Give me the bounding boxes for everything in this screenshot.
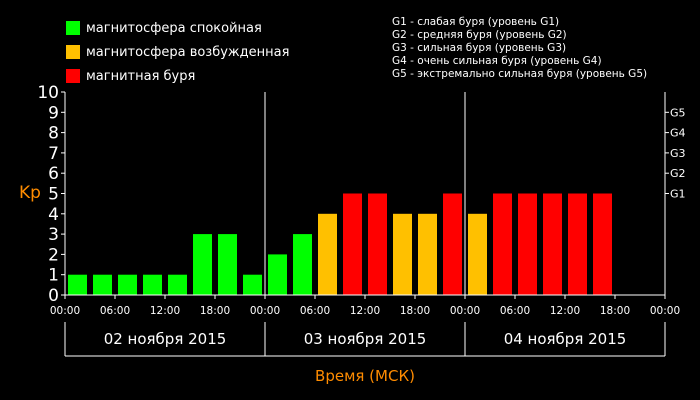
date-label: 03 ноября 2015 — [304, 330, 427, 348]
y-tick-label: 8 — [48, 124, 59, 144]
kp-bar — [368, 193, 387, 295]
g-tick-label: G5 — [670, 106, 686, 119]
x-tick-label: 18:00 — [200, 305, 230, 317]
y-tick-label: 6 — [48, 164, 59, 184]
x-tick-label: 00:00 — [250, 305, 280, 317]
kp-bar — [293, 234, 312, 295]
y-tick-label: 5 — [48, 185, 59, 205]
kp-bar — [93, 274, 112, 295]
x-tick-label: 12:00 — [550, 305, 580, 317]
x-tick-label: 12:00 — [150, 305, 180, 317]
kp-bar — [193, 234, 212, 295]
x-tick-label: 06:00 — [300, 305, 330, 317]
kp-bar — [518, 193, 537, 295]
kp-bar — [268, 254, 287, 295]
x-tick-label: 00:00 — [50, 305, 80, 317]
legend-label-active: магнитосфера возбужденная — [86, 44, 290, 60]
y-axis-title: Kp — [19, 183, 41, 203]
x-tick-label: 00:00 — [450, 305, 480, 317]
kp-bar — [593, 193, 612, 295]
legend-swatch-active — [66, 45, 80, 59]
y-tick-label: 7 — [48, 144, 59, 164]
legend-item-quiet: магнитосфера спокойная — [66, 16, 289, 40]
g-tick-label: G1 — [670, 188, 686, 201]
legend-label-storm: магнитная буря — [86, 68, 196, 84]
storm-level-legend: G1 - слабая буря (уровень G1) G2 - средн… — [392, 16, 647, 81]
y-tick-label: 1 — [48, 266, 59, 286]
kp-bar — [218, 234, 237, 295]
kp-bar — [418, 213, 437, 295]
kp-bar — [318, 213, 337, 295]
y-tick-label: 3 — [48, 225, 59, 245]
storm-level-g1: G1 - слабая буря (уровень G1) — [392, 16, 560, 28]
kp-bar — [243, 274, 262, 295]
g-tick-label: G3 — [670, 147, 686, 160]
kp-bar — [143, 274, 162, 295]
legend-swatch-storm — [66, 69, 80, 83]
x-axis-title: Время (МСК) — [315, 367, 415, 385]
x-tick-label: 18:00 — [400, 305, 430, 317]
kp-bar — [343, 193, 362, 295]
x-tick-label: 12:00 — [350, 305, 380, 317]
y-tick-label: 0 — [48, 286, 59, 306]
g-tick-label: G2 — [670, 167, 686, 180]
y-tick-label: 4 — [48, 205, 59, 225]
y-tick-label: 10 — [37, 83, 59, 103]
g-tick-label: G4 — [670, 127, 686, 140]
date-label: 02 ноября 2015 — [104, 330, 227, 348]
storm-level-g3: G3 - сильная буря (уровень G3) — [392, 42, 567, 54]
legend-label-quiet: магнитосфера спокойная — [86, 20, 262, 36]
legend-item-storm: магнитная буря — [66, 64, 289, 88]
kp-bar — [568, 193, 587, 295]
legend-item-active: магнитосфера возбужденная — [66, 40, 289, 64]
kp-bar — [443, 193, 462, 295]
storm-level-g2: G2 - средняя буря (уровень G2) — [392, 29, 567, 41]
kp-bar — [168, 274, 187, 295]
kp-bar — [468, 213, 487, 295]
storm-level-g5: G5 - экстремально сильная буря (уровень … — [392, 68, 648, 80]
date-label: 04 ноября 2015 — [504, 330, 627, 348]
x-tick-label: 00:00 — [650, 305, 680, 317]
kp-bar — [493, 193, 512, 295]
x-tick-label: 18:00 — [600, 305, 630, 317]
storm-level-g4: G4 - очень сильная буря (уровень G4) — [392, 55, 602, 67]
kp-bar — [118, 274, 137, 295]
y-tick-label: 9 — [48, 103, 59, 123]
legend-swatch-quiet — [66, 21, 80, 35]
y-tick-label: 2 — [48, 245, 59, 265]
kp-bar — [393, 213, 412, 295]
kp-bar — [543, 193, 562, 295]
x-tick-label: 06:00 — [100, 305, 130, 317]
kp-bar — [68, 274, 87, 295]
x-tick-label: 06:00 — [500, 305, 530, 317]
activity-legend: магнитосфера спокойная магнитосфера возб… — [66, 16, 289, 88]
